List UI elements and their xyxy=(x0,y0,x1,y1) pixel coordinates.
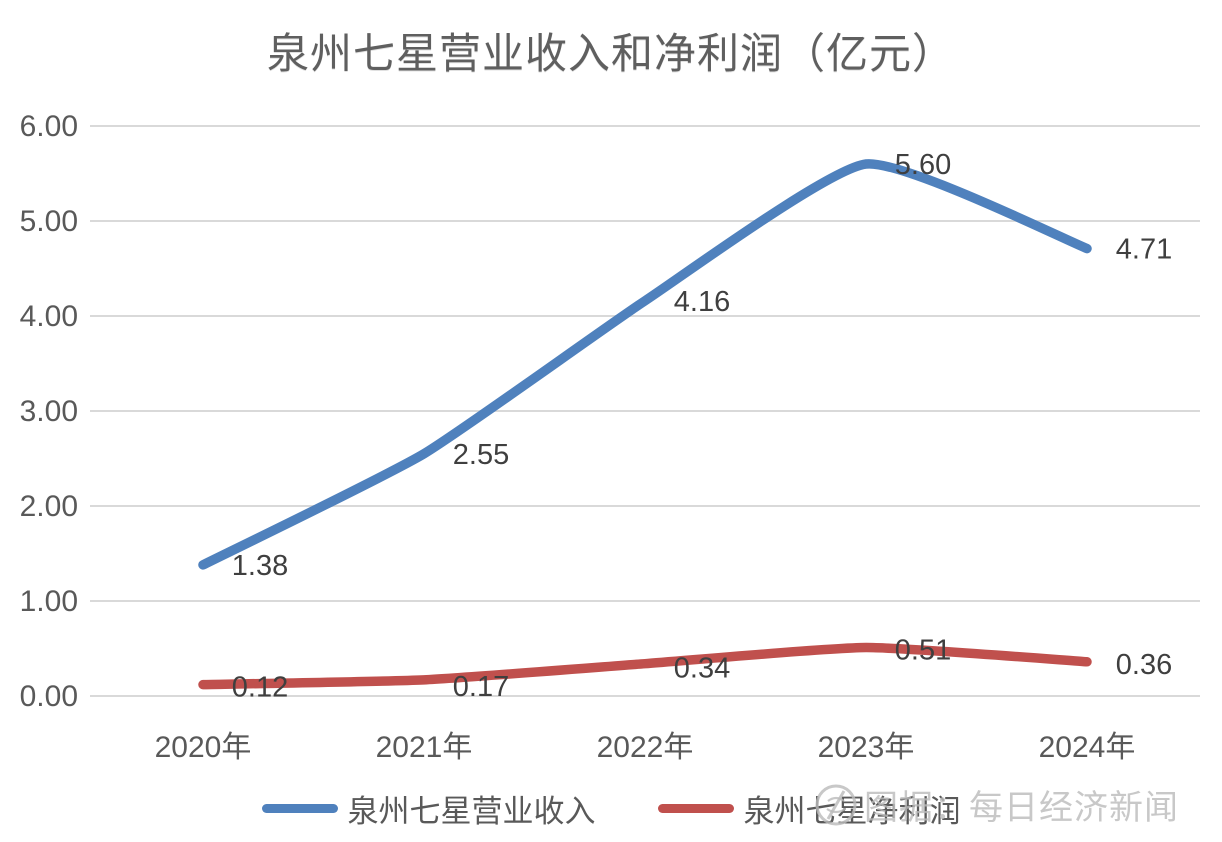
legend-item-net-profit: 泉州七星净利润 xyxy=(657,786,961,831)
x-tick-label: 2024年 xyxy=(1039,731,1136,764)
data-label: 0.17 xyxy=(453,671,509,703)
revenue-line xyxy=(198,159,1092,570)
data-label: 2.55 xyxy=(453,439,509,471)
legend-label-net-profit: 泉州七星净利润 xyxy=(743,794,961,829)
y-tick-label: 5.00 xyxy=(20,205,78,238)
data-label: 0.51 xyxy=(895,635,951,667)
y-tick-label: 3.00 xyxy=(20,395,78,428)
legend: 泉州七星营业收入 泉州七星净利润 xyxy=(0,786,1222,831)
data-label: 1.38 xyxy=(232,550,288,582)
revenue-line-swatch xyxy=(261,804,338,813)
x-tick-label: 2021年 xyxy=(376,731,473,764)
net-profit-line-swatch xyxy=(657,804,734,813)
x-tick-label: 2020年 xyxy=(155,731,252,764)
data-label: 4.16 xyxy=(674,286,730,318)
data-label: 5.60 xyxy=(895,149,951,181)
data-label: 4.71 xyxy=(1116,234,1172,266)
data-label: 0.34 xyxy=(674,653,730,685)
y-tick-label: 2.00 xyxy=(20,490,78,523)
chart-title: 泉州七星营业收入和净利润（亿元） xyxy=(266,32,955,78)
data-label: 0.36 xyxy=(1116,649,1172,681)
data-label: 0.12 xyxy=(232,672,288,704)
x-tick-label: 2023年 xyxy=(818,731,915,764)
y-tick-label: 6.00 xyxy=(20,110,78,143)
y-tick-label: 4.00 xyxy=(20,300,78,333)
y-tick-label: 1.00 xyxy=(20,585,78,618)
net-profit-line xyxy=(198,642,1092,690)
x-tick-label: 2022年 xyxy=(597,731,694,764)
legend-label-revenue: 泉州七星营业收入 xyxy=(347,794,596,829)
legend-item-revenue: 泉州七星营业收入 xyxy=(261,786,596,831)
y-tick-label: 0.00 xyxy=(20,680,78,713)
